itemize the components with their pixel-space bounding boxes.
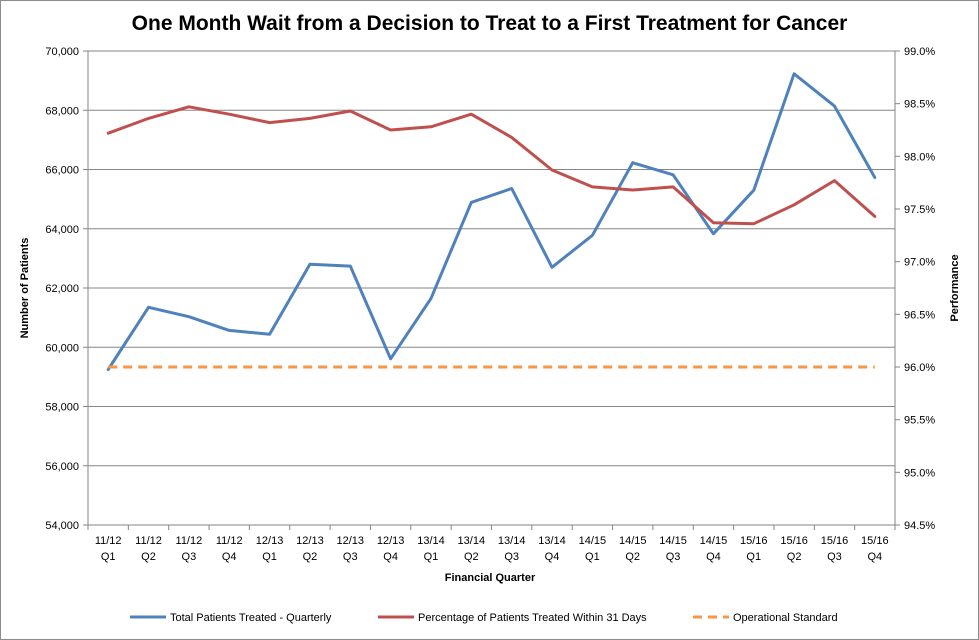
x-tick-label-year: 15/16 — [780, 535, 808, 547]
x-tick-label-year: 13/14 — [538, 535, 566, 547]
gridlines — [88, 50, 895, 467]
x-tick-label-year: 14/15 — [700, 535, 728, 547]
left-tick-label: 60,000 — [45, 342, 79, 354]
x-tick-label-year: 12/13 — [337, 535, 365, 547]
left-tick-label: 58,000 — [45, 402, 79, 414]
x-tick-label-quarter: Q4 — [545, 551, 560, 563]
x-tick-label-quarter: Q4 — [222, 551, 237, 563]
x-tick-label-quarter: Q3 — [666, 551, 681, 563]
x-tick-label-year: 14/15 — [619, 535, 647, 547]
chart-title: One Month Wait from a Decision to Treat … — [131, 12, 848, 35]
right-tick-label: 96.5% — [904, 309, 935, 321]
right-axis-title: Performance — [949, 254, 961, 321]
x-tick-label-quarter: Q1 — [585, 551, 600, 563]
legend-label-2: Percentage of Patients Treated Within 31… — [418, 612, 647, 624]
left-axis-tick-labels: 54,000 56,000 58,000 60,000 62,000 64,000 66,0… — [45, 46, 79, 532]
right-tick-label: 97.5% — [904, 204, 935, 216]
x-tick-label-year: 15/16 — [740, 535, 768, 547]
x-tick-label-year: 13/14 — [417, 535, 445, 547]
right-tick-label: 94.5% — [904, 520, 935, 532]
legend-label-3: Operational Standard — [733, 612, 838, 624]
x-tick-label-year: 12/13 — [377, 535, 405, 547]
x-tick-label-quarter: Q3 — [343, 551, 358, 563]
x-tick-label-quarter: Q1 — [424, 551, 439, 563]
legend: Total Patients Treated - Quarterly Percen… — [130, 612, 838, 624]
x-tick-label-year: 14/15 — [659, 535, 687, 547]
x-tick-label-year: 13/14 — [458, 535, 486, 547]
x-tick-label-year: 13/14 — [498, 535, 526, 547]
left-tick-label: 56,000 — [45, 461, 79, 473]
x-tick-label-year: 15/16 — [861, 535, 889, 547]
x-tick-label-quarter: Q2 — [464, 551, 479, 563]
right-axis-tick-labels: 94.5% 95.0% 95.5% 96.0% 96.5% 97.0% 97.5% 98.0%… — [904, 46, 935, 532]
x-tick-label-quarter: Q3 — [504, 551, 519, 563]
x-tick-label-quarter: Q3 — [182, 551, 197, 563]
x-axis-title: Financial Quarter — [445, 572, 536, 584]
x-tick-label-quarter: Q2 — [625, 551, 640, 563]
series-line-2 — [106, 105, 877, 226]
series-line-1 — [106, 72, 877, 371]
right-tick-label: 95.5% — [904, 415, 935, 427]
right-tick-label: 96.0% — [904, 362, 935, 374]
left-axis-title: Number of Patients — [19, 238, 31, 339]
x-tick-label-quarter: Q4 — [706, 551, 721, 563]
right-tick-label: 98.0% — [904, 151, 935, 163]
x-tick-label-quarter: Q1 — [746, 551, 761, 563]
x-tick-label-year: 14/15 — [579, 535, 607, 547]
x-tick-label-quarter: Q1 — [262, 551, 277, 563]
left-tick-label: 64,000 — [45, 224, 79, 236]
left-tick-label: 54,000 — [45, 520, 79, 532]
left-tick-label: 68,000 — [45, 105, 79, 117]
right-tick-label: 95.0% — [904, 467, 935, 479]
right-tick-label: 97.0% — [904, 257, 935, 269]
x-tick-label-quarter: Q2 — [141, 551, 156, 563]
right-tick-label: 99.0% — [904, 46, 935, 58]
left-tick-label: 70,000 — [45, 46, 79, 58]
x-tick-label-quarter: Q4 — [867, 551, 882, 563]
x-tick-label-year: 11/12 — [176, 535, 203, 547]
x-tick-label-quarter: Q4 — [383, 551, 398, 563]
x-tick-label-quarter: Q2 — [303, 551, 318, 563]
series-lines — [106, 72, 877, 371]
x-tick-label-quarter: Q3 — [827, 551, 842, 563]
x-tick-label-quarter: Q1 — [101, 551, 116, 563]
x-tick-label-year: 15/16 — [821, 535, 849, 547]
right-tick-label: 98.5% — [904, 99, 935, 111]
x-tick-label-year: 11/12 — [135, 535, 162, 547]
x-tick-label-year: 11/12 — [95, 535, 122, 547]
left-tick-label: 66,000 — [45, 165, 79, 177]
x-axis-tick-labels: 11/12 Q1 11/12 Q2 11/12 Q3 11/12 Q4 12/13 Q1 12/13… — [95, 535, 889, 563]
x-tick-label-year: 12/13 — [296, 535, 324, 547]
left-tick-label: 62,000 — [45, 283, 79, 295]
x-tick-label-year: 12/13 — [256, 535, 284, 547]
x-tick-label-quarter: Q2 — [787, 551, 802, 563]
x-tick-label-year: 11/12 — [216, 535, 243, 547]
axes — [83, 50, 900, 530]
legend-label-1: Total Patients Treated - Quarterly — [170, 612, 332, 624]
